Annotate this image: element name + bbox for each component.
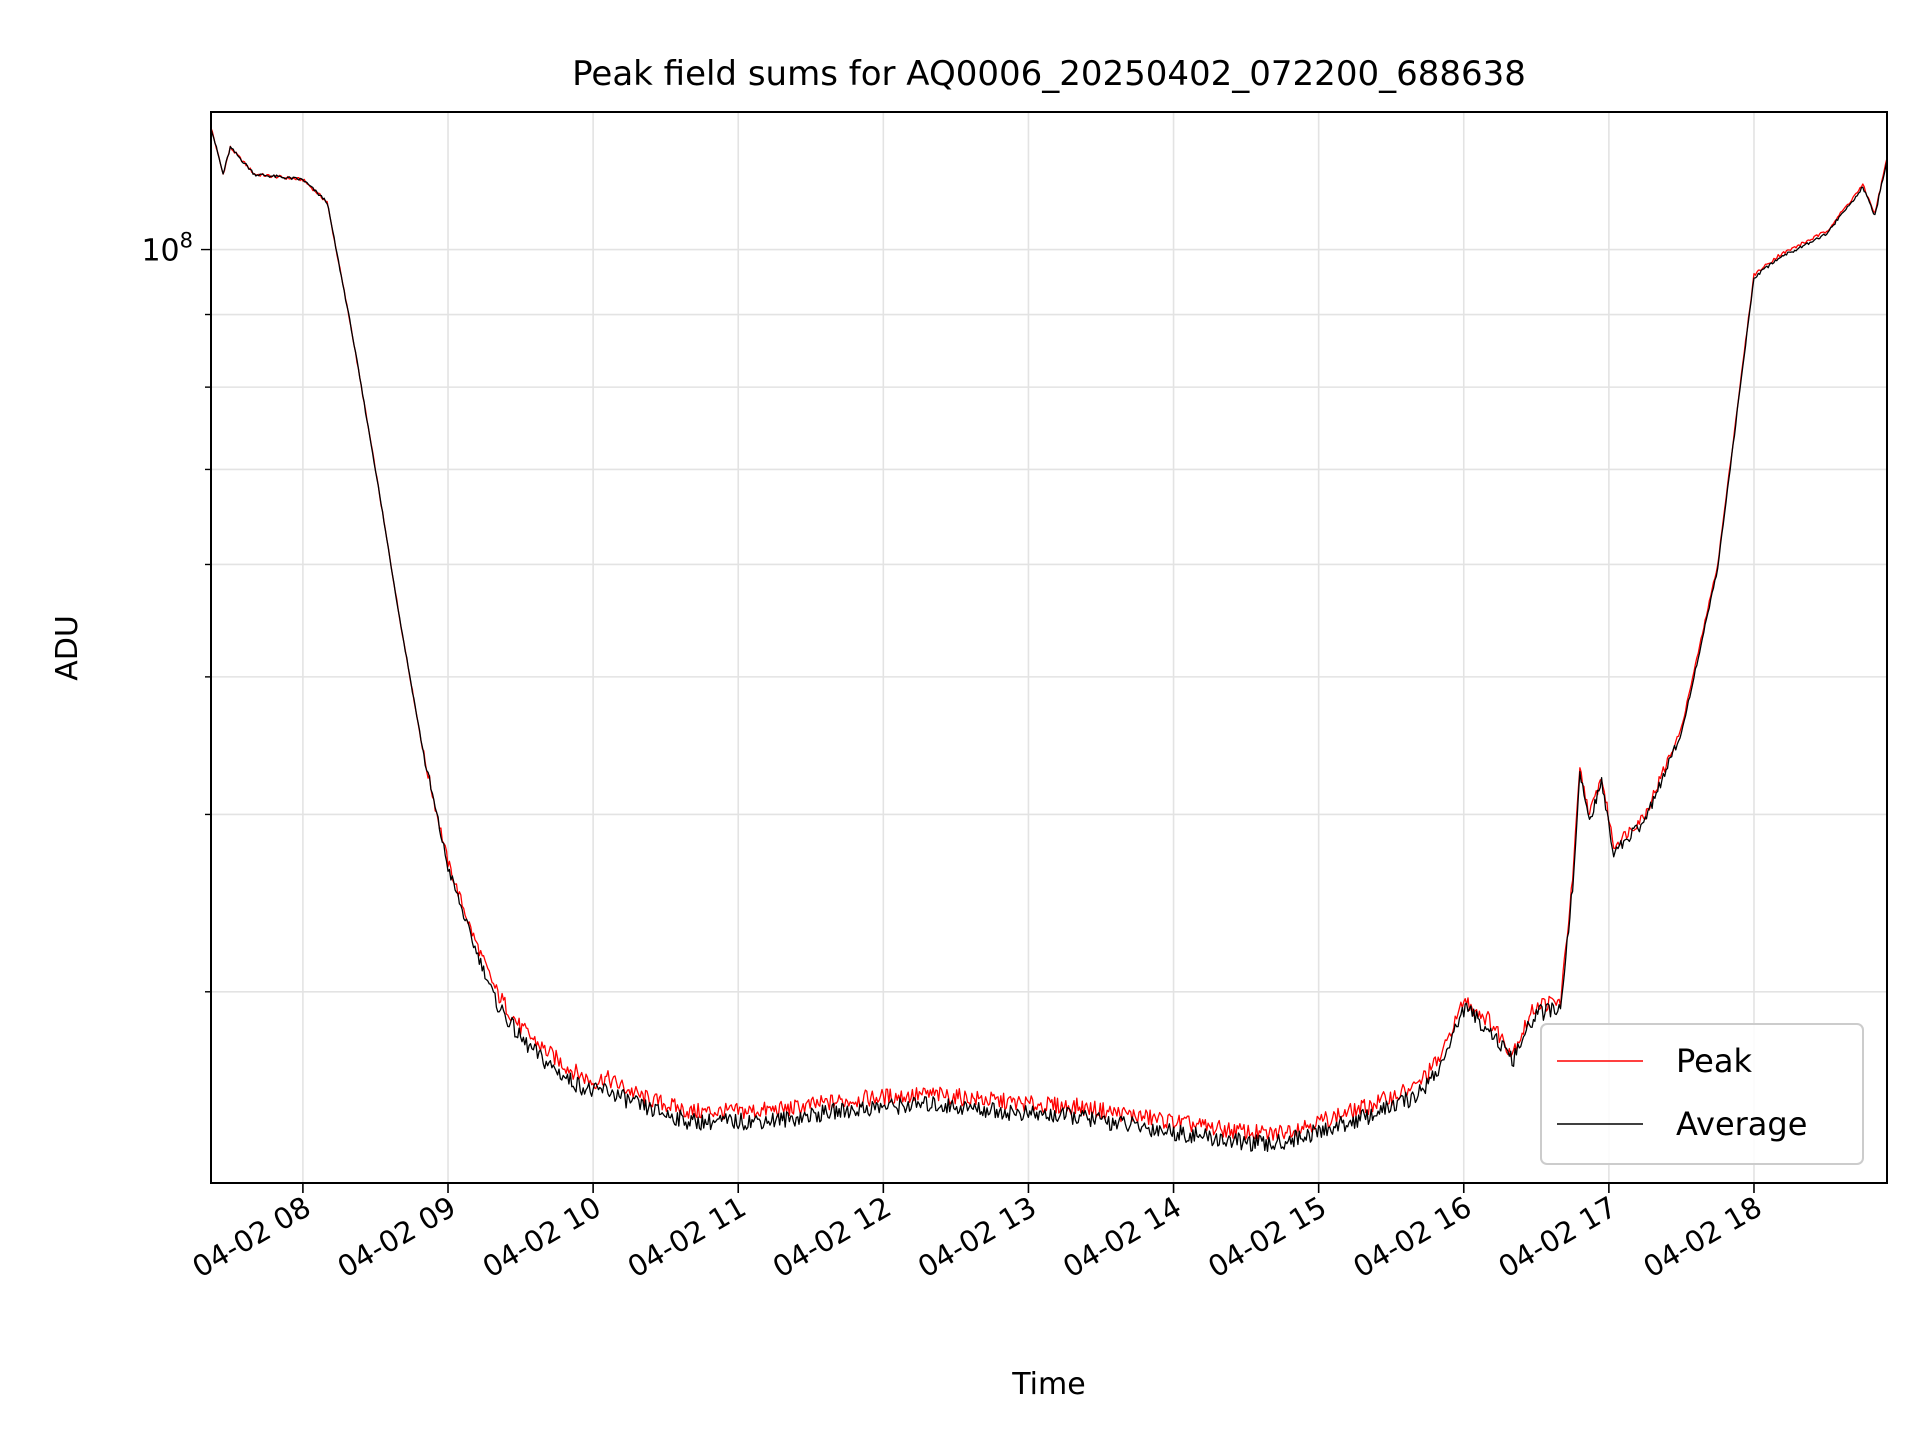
series-layer [211,127,1887,1153]
legend: Peak Average [1540,1023,1864,1165]
x-axis-label: Time [1011,1367,1085,1402]
grid [211,112,1887,1183]
legend-box [1540,1023,1864,1165]
y-tick-label: 108 [141,229,193,269]
series-line-average [211,128,1887,1153]
y-tick-label-base: 10 [141,234,179,269]
y-tick-label-exponent: 8 [180,229,193,253]
legend-label-peak: Peak [1676,1042,1752,1080]
chart-title: Peak field sums for AQ0006_20250402_0722… [572,54,1526,94]
y-axis-label: ADU [50,615,85,681]
y-axis: 108 [141,229,211,993]
plot-frame [210,111,1888,1184]
legend-label-average: Average [1676,1105,1807,1143]
